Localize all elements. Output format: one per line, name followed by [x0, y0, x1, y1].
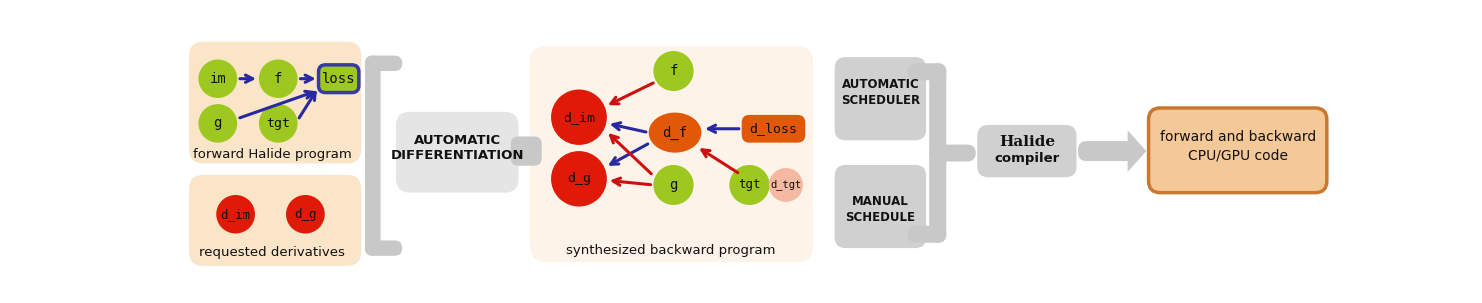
Text: g: g [670, 178, 677, 192]
Text: g: g [213, 116, 222, 130]
Text: forward and backward: forward and backward [1159, 130, 1316, 144]
Circle shape [199, 59, 237, 98]
Text: SCHEDULER: SCHEDULER [840, 94, 920, 107]
FancyBboxPatch shape [365, 56, 381, 256]
Text: AUTOMATIC: AUTOMATIC [413, 134, 501, 147]
Circle shape [551, 89, 606, 145]
Circle shape [551, 151, 606, 207]
Polygon shape [1128, 130, 1146, 172]
Text: tgt: tgt [267, 117, 290, 130]
Text: synthesized backward program: synthesized backward program [566, 244, 777, 257]
Circle shape [654, 165, 694, 205]
Text: d_g: d_g [293, 208, 317, 221]
Text: d_im: d_im [221, 208, 250, 221]
FancyBboxPatch shape [511, 136, 542, 166]
FancyBboxPatch shape [190, 175, 362, 266]
Text: Halide: Halide [999, 135, 1055, 149]
Text: requested derivatives: requested derivatives [199, 246, 345, 259]
FancyBboxPatch shape [365, 240, 402, 256]
Circle shape [286, 195, 325, 234]
Text: im: im [209, 72, 227, 86]
FancyBboxPatch shape [834, 165, 926, 248]
FancyBboxPatch shape [531, 46, 814, 262]
FancyBboxPatch shape [1077, 141, 1134, 161]
Text: f: f [274, 72, 283, 86]
Text: d_im: d_im [563, 111, 594, 124]
Text: CPU/GPU code: CPU/GPU code [1187, 149, 1288, 163]
Text: d_g: d_g [568, 172, 591, 185]
Circle shape [729, 165, 769, 205]
Circle shape [199, 104, 237, 143]
Circle shape [654, 51, 694, 91]
FancyBboxPatch shape [907, 226, 947, 243]
FancyBboxPatch shape [834, 57, 926, 140]
Circle shape [216, 195, 255, 234]
Text: loss: loss [322, 72, 356, 86]
FancyBboxPatch shape [190, 42, 362, 163]
Text: f: f [670, 64, 677, 78]
FancyBboxPatch shape [929, 63, 947, 243]
Text: MANUAL: MANUAL [852, 195, 908, 208]
FancyBboxPatch shape [1149, 108, 1326, 193]
FancyBboxPatch shape [319, 65, 359, 93]
Text: DIFFERENTIATION: DIFFERENTIATION [391, 149, 525, 162]
FancyBboxPatch shape [741, 115, 805, 143]
FancyBboxPatch shape [396, 112, 519, 193]
Circle shape [259, 59, 298, 98]
FancyBboxPatch shape [365, 56, 402, 71]
FancyBboxPatch shape [929, 145, 975, 161]
FancyBboxPatch shape [907, 63, 947, 80]
FancyBboxPatch shape [977, 125, 1076, 177]
Text: SCHEDULE: SCHEDULE [845, 211, 916, 224]
Text: d_f: d_f [662, 125, 688, 140]
Text: tgt: tgt [738, 178, 760, 191]
Text: d_tgt: d_tgt [771, 179, 802, 190]
Text: AUTOMATIC: AUTOMATIC [842, 78, 919, 92]
Text: forward Halide program: forward Halide program [194, 148, 353, 161]
Text: compiler: compiler [994, 152, 1060, 165]
Circle shape [259, 104, 298, 143]
Ellipse shape [649, 113, 701, 153]
Text: d_loss: d_loss [750, 122, 797, 135]
Circle shape [769, 168, 803, 202]
